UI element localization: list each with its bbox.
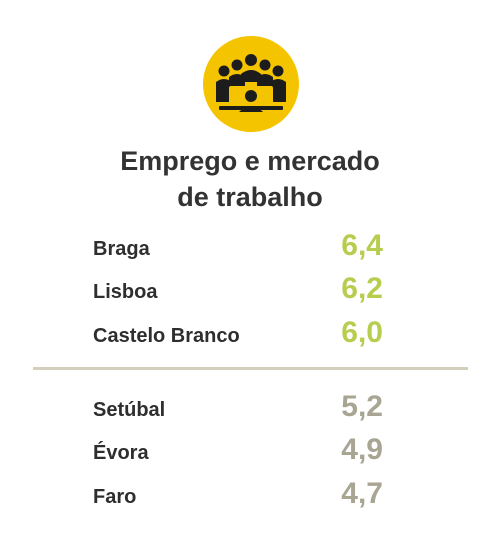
- district-name: Lisboa: [93, 281, 158, 303]
- section-title: Emprego e mercado de trabalho: [0, 143, 500, 215]
- list-item: Setúbal 5,2: [0, 385, 500, 425]
- title-line-1: Emprego e mercado: [120, 146, 380, 176]
- title-line-2: de trabalho: [177, 182, 323, 212]
- district-name: Braga: [93, 238, 150, 260]
- district-name: Évora: [93, 442, 149, 464]
- district-score: 4,7: [341, 477, 383, 510]
- list-item: Faro 4,7: [0, 472, 500, 512]
- list-item: Évora 4,9: [0, 428, 500, 468]
- list-item: Castelo Branco 6,0: [0, 311, 500, 351]
- district-name: Castelo Branco: [93, 325, 240, 347]
- district-name: Faro: [93, 486, 137, 508]
- divider: [33, 367, 468, 370]
- district-score: 4,9: [341, 433, 383, 466]
- district-score: 6,2: [341, 272, 383, 305]
- district-name: Setúbal: [93, 399, 166, 421]
- list-item: Braga 6,4: [0, 224, 500, 264]
- meeting-people-icon: [203, 36, 299, 132]
- district-score: 5,2: [341, 390, 383, 423]
- list-item: Lisboa 6,2: [0, 267, 500, 307]
- district-score: 6,0: [341, 316, 383, 349]
- district-score: 6,4: [341, 229, 383, 262]
